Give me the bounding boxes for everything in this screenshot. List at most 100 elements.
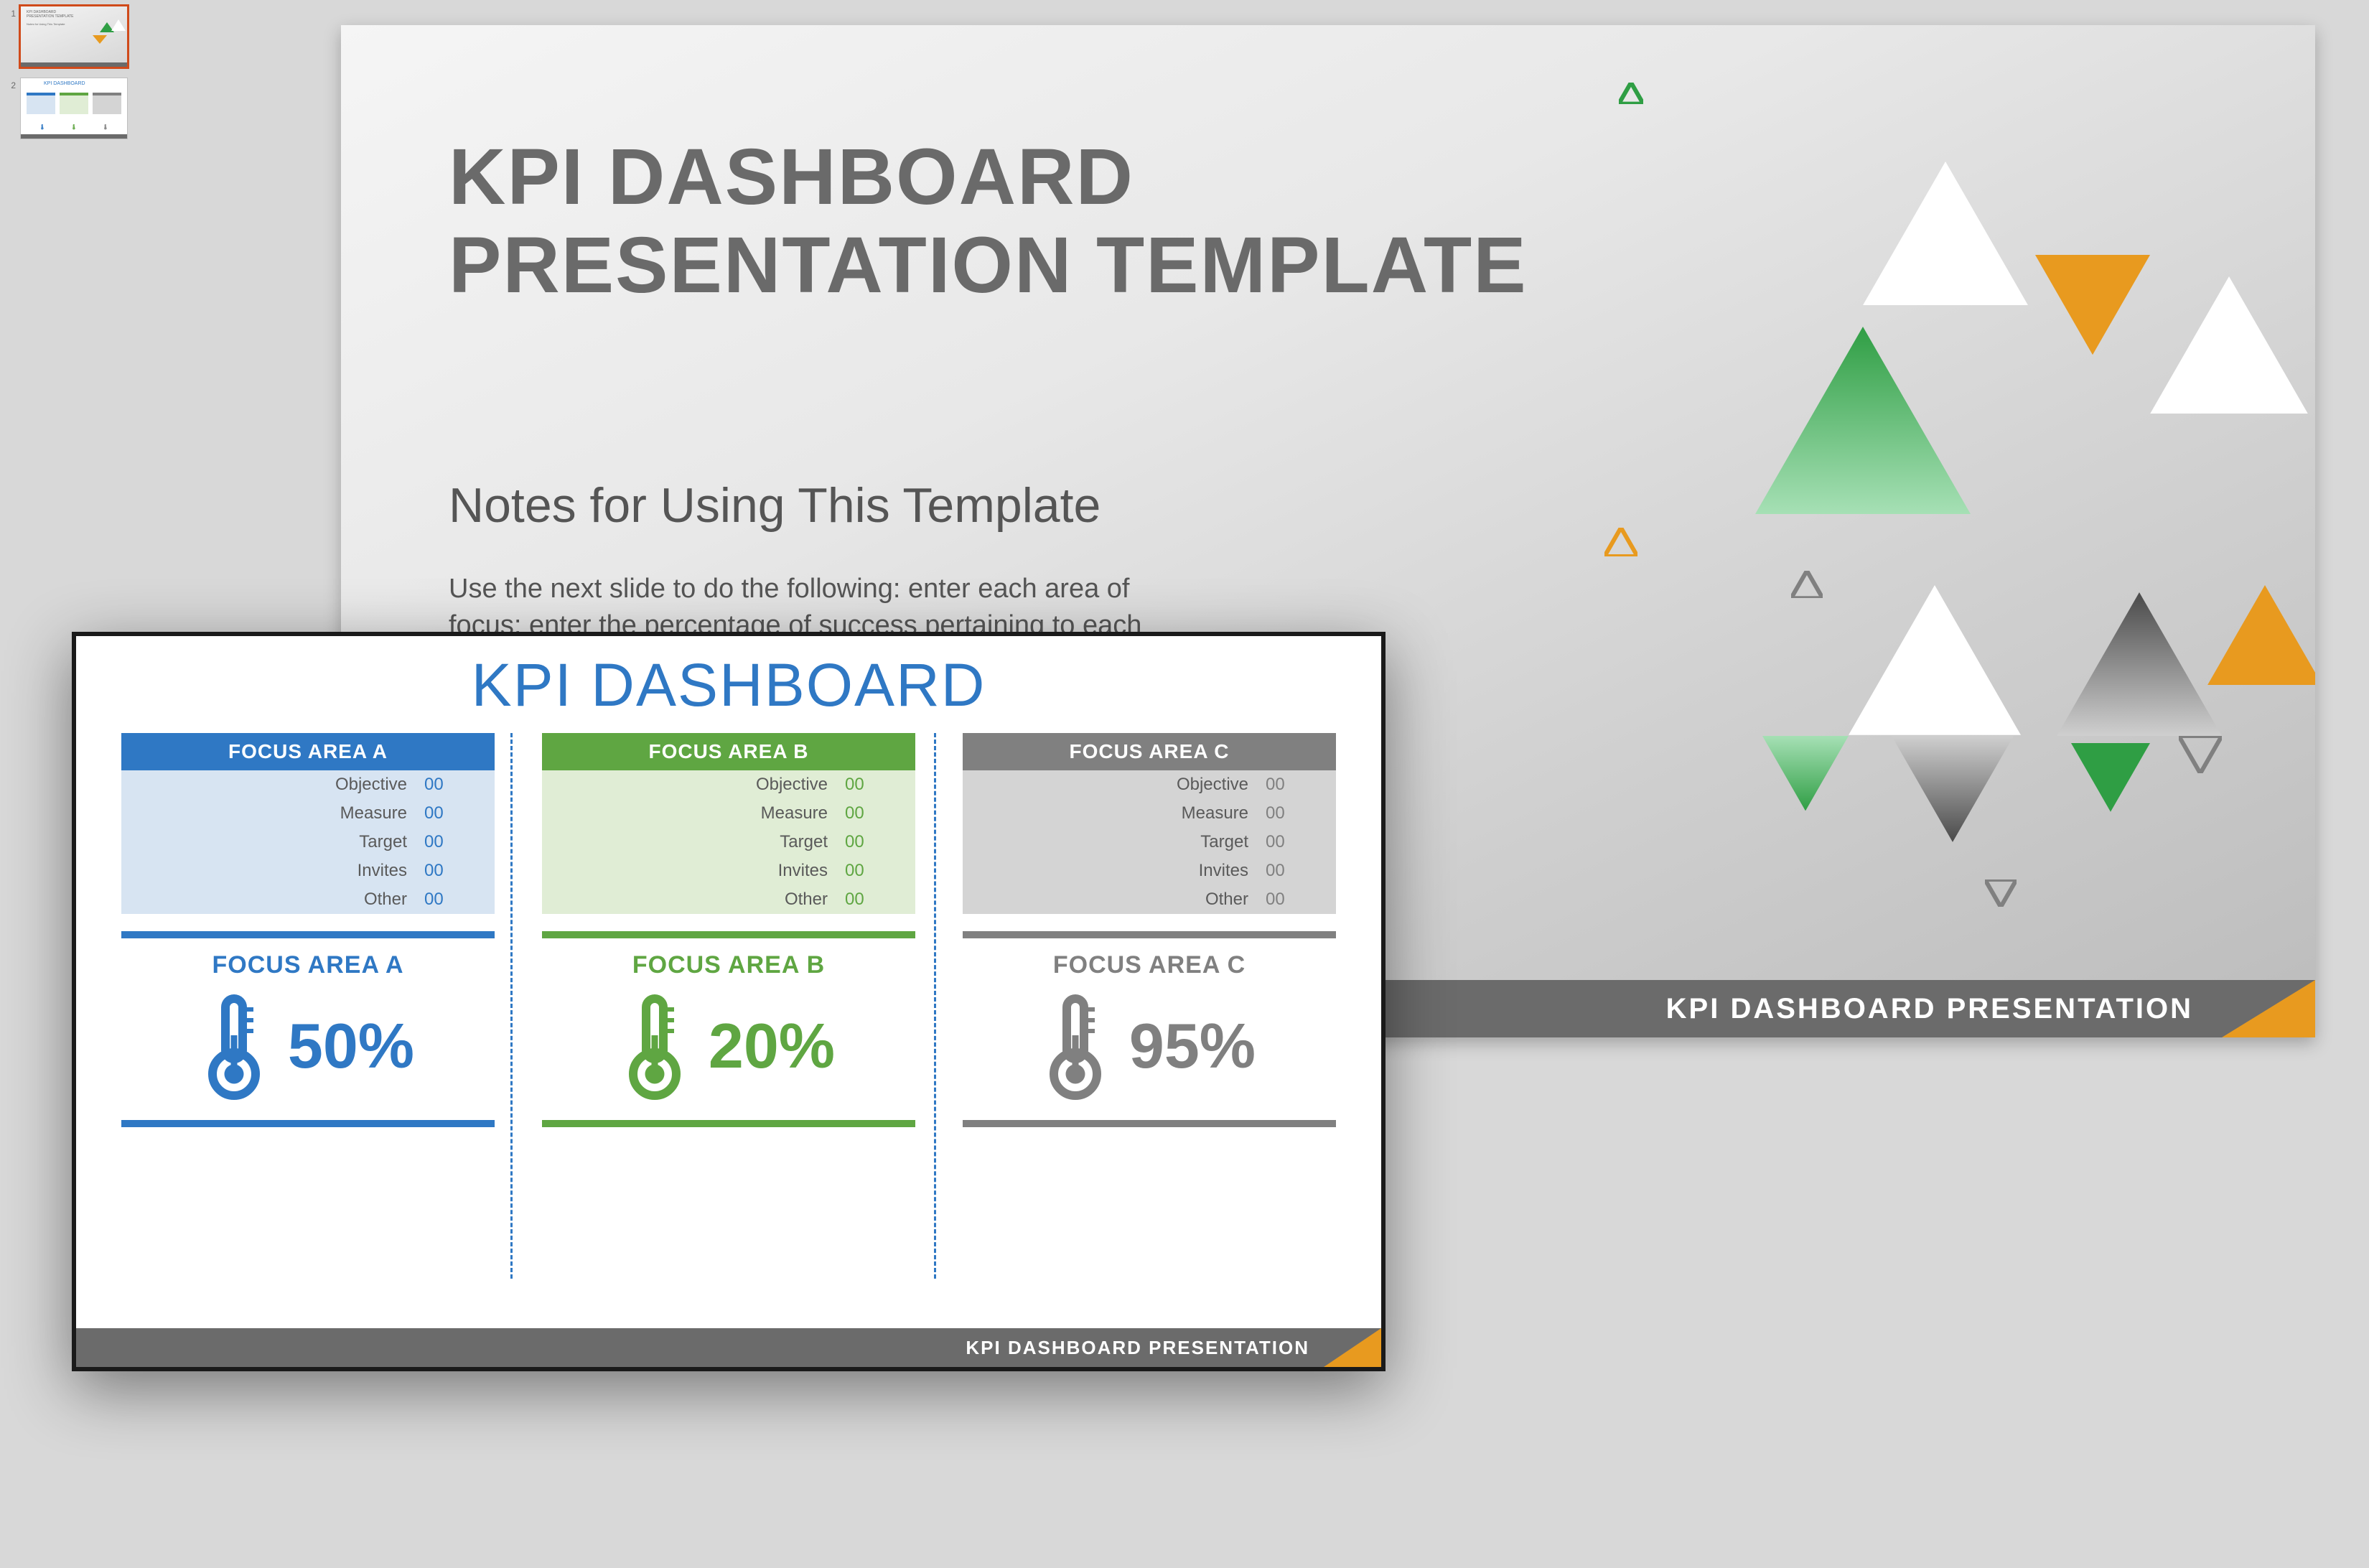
thermometer-icon [202,992,266,1100]
triangle-decoration [1762,736,1849,811]
kpi-row-label: Invites [121,857,416,885]
kpi-area-title: FOCUS AREA B [542,951,915,979]
kpi-bottom-rule [121,1120,495,1127]
kpi-column-A: FOCUS AREA AObjective 00Measure 00Target… [121,733,495,1127]
kpi-row-label: Target [542,828,836,857]
kpi-row-value: 00 [836,828,915,857]
kpi-row-value: 00 [416,799,495,828]
triangle-decoration [1849,585,2021,735]
kpi-row-label: Measure [542,799,836,828]
thermometer-icon [622,992,687,1100]
kpi-row: Objective 00 [963,770,1336,799]
kpi-row-value: 00 [836,770,915,799]
slide1-title-line1: KPI DASHBOARD [449,133,1134,221]
kpi-row-label: Invites [963,857,1257,885]
kpi-row-value: 00 [416,857,495,885]
kpi-row-value: 00 [416,828,495,857]
kpi-bottom-rule [542,1120,915,1127]
kpi-row-label: Objective [963,770,1257,799]
kpi-row: Other 00 [542,885,915,914]
slide1-title: KPI DASHBOARD PRESENTATION TEMPLATE [449,133,1528,309]
kpi-table: Objective 00Measure 00Target 00Invites 0… [121,770,495,914]
slide2-canvas: KPI DASHBOARD FOCUS AREA AObjective 00Me… [72,632,1386,1371]
triangle-decoration [2150,276,2308,414]
kpi-row: Measure 00 [963,799,1336,828]
slide2-footer-accent [1324,1328,1381,1367]
kpi-header: FOCUS AREA C [963,733,1336,770]
kpi-column-C: FOCUS AREA CObjective 00Measure 00Target… [963,733,1336,1127]
kpi-gauge: 50% [121,992,495,1100]
triangle-decoration [1892,736,2014,842]
kpi-row-value: 00 [416,885,495,914]
kpi-header: FOCUS AREA B [542,733,915,770]
kpi-row-value: 00 [836,799,915,828]
triangle-decoration [1604,528,1637,556]
kpi-row-value: 00 [1257,799,1336,828]
kpi-divider [121,931,495,938]
triangle-decoration [1619,83,1643,104]
triangle-decoration [1791,571,1823,598]
overlay-slide-2[interactable]: KPI DASHBOARD FOCUS AREA AObjective 00Me… [72,632,1386,1371]
kpi-row-label: Measure [963,799,1257,828]
kpi-header: FOCUS AREA A [121,733,495,770]
kpi-row: Target 00 [963,828,1336,857]
kpi-row: Measure 00 [121,799,495,828]
slide1-footer-text: KPI DASHBOARD PRESENTATION [1666,993,2193,1025]
kpi-row-value: 00 [836,857,915,885]
kpi-row: Invites 00 [121,857,495,885]
kpi-row: Objective 00 [542,770,915,799]
kpi-row-label: Other [542,885,836,914]
kpi-row-label: Measure [121,799,416,828]
kpi-vertical-separator [510,733,513,1279]
slide2-title: KPI DASHBOARD [76,636,1381,733]
kpi-row-label: Target [963,828,1257,857]
kpi-row-label: Objective [542,770,836,799]
triangle-decoration [1755,327,1971,514]
kpi-row-label: Other [121,885,416,914]
triangle-decoration [2057,592,2222,736]
kpi-percent: 95% [1129,1009,1256,1083]
triangle-decoration [2207,585,2315,685]
kpi-divider [963,931,1336,938]
kpi-row-label: Invites [542,857,836,885]
kpi-gauge: 20% [542,992,915,1100]
triangle-decoration [2035,255,2150,355]
kpi-table: Objective 00Measure 00Target 00Invites 0… [542,770,915,914]
kpi-row: Objective 00 [121,770,495,799]
kpi-percent: 20% [709,1009,835,1083]
kpi-vertical-separator [934,733,936,1279]
kpi-row: Other 00 [963,885,1336,914]
kpi-row-value: 00 [836,885,915,914]
kpi-table: Objective 00Measure 00Target 00Invites 0… [963,770,1336,914]
triangle-decoration [2179,736,2222,773]
slide2-footer: KPI DASHBOARD PRESENTATION [76,1328,1381,1367]
kpi-area-title: FOCUS AREA C [963,951,1336,979]
kpi-column-B: FOCUS AREA BObjective 00Measure 00Target… [542,733,915,1127]
kpi-bottom-rule [963,1120,1336,1127]
triangle-decoration [1985,879,2017,907]
kpi-row: Invites 00 [963,857,1336,885]
kpi-divider [542,931,915,938]
thermometer-icon [1043,992,1108,1100]
slide1-footer-accent [2222,980,2315,1037]
kpi-row: Target 00 [121,828,495,857]
slide1-section-title: Notes for Using This Template [449,477,1101,533]
kpi-row: Invites 00 [542,857,915,885]
kpi-columns-row: FOCUS AREA AObjective 00Measure 00Target… [76,733,1381,1127]
kpi-row-value: 00 [1257,770,1336,799]
kpi-gauge: 95% [963,992,1336,1100]
kpi-row-label: Target [121,828,416,857]
kpi-row-value: 00 [1257,828,1336,857]
kpi-row-value: 00 [416,770,495,799]
kpi-row-value: 00 [1257,857,1336,885]
triangle-decoration [1863,162,2028,305]
kpi-row-label: Other [963,885,1257,914]
slide2-footer-text: KPI DASHBOARD PRESENTATION [966,1337,1309,1359]
kpi-row-label: Objective [121,770,416,799]
kpi-row: Target 00 [542,828,915,857]
kpi-row-value: 00 [1257,885,1336,914]
kpi-area-title: FOCUS AREA A [121,951,495,979]
slide1-title-line2: PRESENTATION TEMPLATE [449,221,1528,309]
kpi-row: Measure 00 [542,799,915,828]
triangle-decoration [2071,743,2150,812]
